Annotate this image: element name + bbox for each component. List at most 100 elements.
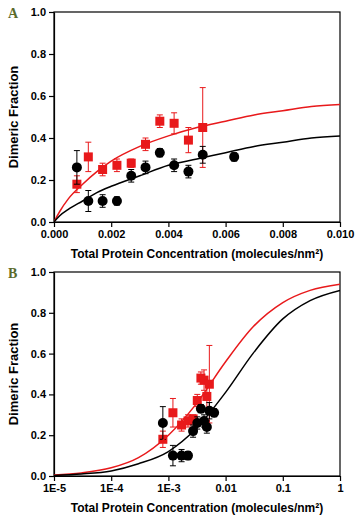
x-tick-label: 1E-3 [157,482,180,494]
data-point [183,167,193,177]
error-cap [171,159,177,160]
data-point [155,148,165,158]
data-point [196,404,206,414]
error-cap [85,142,91,143]
y-tick: 0.8 [31,307,54,319]
fit-line [54,290,340,475]
error-cap [100,207,106,208]
error-cap [170,398,176,399]
y-tick: 0.4 [31,132,54,144]
error-cap [114,171,120,172]
error-cap [85,190,91,191]
y-tick: 0.2 [31,429,54,441]
y-tick-mark [49,272,54,273]
x-tick-label: 0.002 [98,228,126,240]
y-tick-label: 0.2 [31,429,46,441]
error-cap [160,447,166,448]
x-tick-mark [340,476,341,481]
error-cap [200,87,206,88]
y-tick-label: 0.8 [31,48,46,60]
y-tick-label: 0.6 [31,90,46,102]
error-cap [143,161,149,162]
x-tick: 0.004 [155,222,183,240]
error-cap [204,433,210,434]
y-tick: 0.8 [31,48,54,60]
error-cap [100,194,106,195]
y-tick: 1.0 [31,266,54,278]
error-cap [200,146,206,147]
y-tick: 0.6 [31,348,54,360]
y-tick-mark [49,222,54,223]
error-cap [85,171,91,172]
x-tick: 0.006 [212,222,240,240]
error-cap [85,211,91,212]
y-tick-mark [49,476,54,477]
panel: 0.0000.0020.0040.0060.0080.0100.00.20.40… [6,6,354,261]
error-cap [204,420,210,421]
x-tick-mark [54,222,55,227]
x-tick-label: 0.004 [155,228,183,240]
x-tick-mark [226,476,227,481]
data-point [168,451,178,461]
error-cap [100,163,106,164]
x-tick: 1E-4 [100,476,124,494]
y-tick: 0.2 [31,174,54,186]
x-tick-label: 0.01 [215,482,236,494]
data-point [127,159,136,168]
y-tick: 1.0 [31,6,54,18]
error-cap [185,177,191,178]
data-point [158,418,168,428]
y-tick-label: 0.0 [31,216,46,228]
error-cap [185,127,191,128]
fit-line [54,136,340,222]
plot-frame [54,12,340,222]
error-cap [170,465,176,466]
error-cap [160,406,166,407]
data-point [229,152,239,162]
x-tick-label: 1 [337,482,343,494]
error-cap [201,369,207,370]
error-cap [206,345,212,346]
error-cap [200,163,206,164]
y-tick-mark [49,354,54,355]
x-tick-mark [54,476,55,481]
y-tick-label: 0.4 [31,132,47,144]
x-axis: 0.0000.0020.0040.0060.0080.010 [41,222,355,240]
point-series [72,88,207,193]
x-tick-label: 0.1 [276,482,291,494]
error-cap [170,445,176,446]
error-cap [206,418,212,419]
data-point [202,422,212,432]
error-cap [128,169,134,170]
y-axis: 0.00.20.40.60.81.0 [31,266,55,482]
y-tick-mark [49,96,54,97]
data-point [168,408,177,417]
error-cap [194,394,200,395]
panel: 1E-51E-41E-30.010.110.00.20.40.60.81.0To… [6,266,344,515]
y-tick-mark [49,435,54,436]
error-cap [179,461,185,462]
x-tick-mark [111,476,112,481]
error-cap [185,152,191,153]
plot-marks [54,284,340,475]
fit-line [54,284,340,475]
y-tick-label: 0.8 [31,307,46,319]
error-cap [185,165,191,166]
data-point [183,451,193,461]
x-tick-mark [340,222,341,227]
error-cap [143,150,149,151]
x-tick-label: 0.010 [327,228,355,240]
x-tick: 0.1 [276,476,291,494]
data-point [184,136,193,145]
error-cap [206,402,212,403]
y-tick-label: 1.0 [31,266,46,278]
panel-label: B [8,266,17,281]
error-cap [128,182,134,183]
y-axis-line [54,13,55,223]
error-cap [179,449,185,450]
data-point [112,161,121,170]
error-cap [194,416,200,417]
x-axis-line [55,222,341,223]
error-cap [157,127,163,128]
error-cap [100,175,106,176]
